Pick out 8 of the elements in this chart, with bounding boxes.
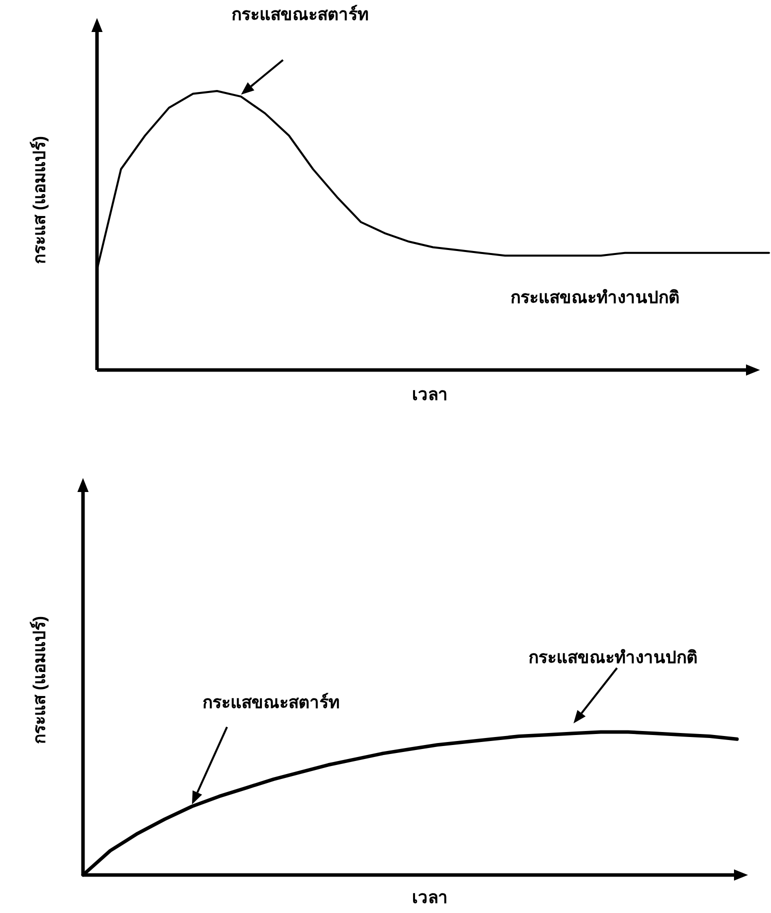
text: กระแสขณะทำงานปกติ <box>528 648 698 667</box>
text: กระแสขณะสตาร์ท <box>232 4 368 24</box>
x-axis-title: เวลา <box>412 888 448 907</box>
annotation: กระแสขณะทำงานปกติ <box>510 288 680 307</box>
y-axis-title: กระแส (แอมแปร์) <box>29 616 49 744</box>
text: กระแสขณะสตาร์ท <box>202 692 340 712</box>
y-axis-title: กระแส (แอมแปร์) <box>29 136 49 264</box>
x-axis-title: เวลา <box>412 385 448 404</box>
